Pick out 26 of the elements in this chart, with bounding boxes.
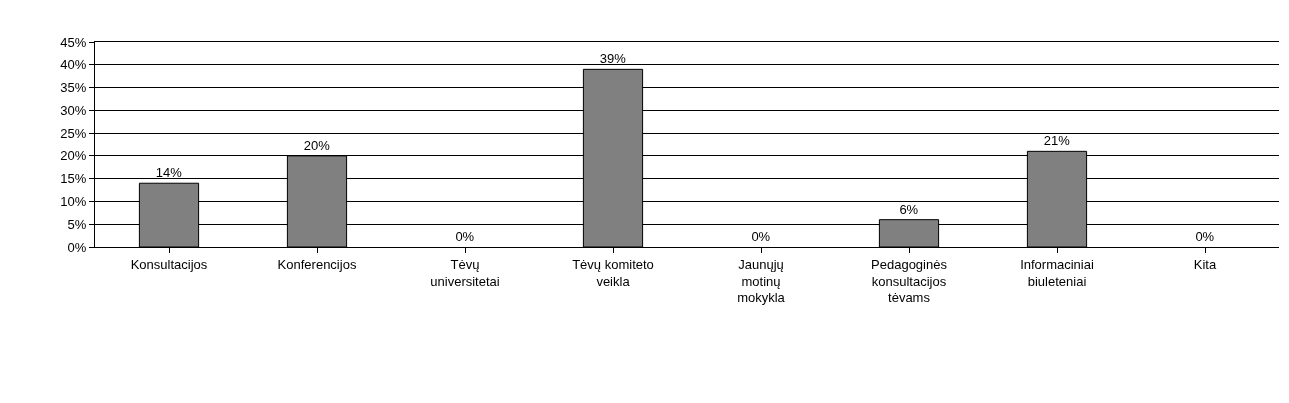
y-tick-label: 10%	[60, 193, 87, 209]
y-tick-label: 5%	[67, 216, 87, 232]
y-tick-label: 0%	[67, 239, 87, 255]
x-tick-label: Konferencijos	[277, 256, 357, 272]
data-label: 21%	[1043, 133, 1071, 149]
x-tick-label: Pedagoginės konsultacijos tėvams	[871, 256, 948, 306]
x-tick-label: Kita	[1193, 256, 1217, 272]
data-label: 20%	[303, 137, 331, 153]
y-tick-label: 45%	[60, 34, 87, 50]
x-tick-label: Jaunųjų motinų mokykla	[737, 256, 786, 306]
y-tick-label: 15%	[60, 171, 87, 187]
data-label: 6%	[899, 201, 919, 217]
x-tick-label: Tėvų komiteto veikla	[572, 256, 654, 289]
y-tick-label: 35%	[60, 80, 87, 96]
data-label: 39%	[599, 51, 627, 67]
x-tick-label: Informaciniai biuleteniai	[1020, 256, 1094, 289]
data-label: 0%	[455, 229, 475, 244]
data-label: 0%	[1195, 229, 1215, 244]
data-label: 14%	[155, 165, 183, 181]
data-label: 0%	[751, 229, 771, 244]
y-tick-label: 40%	[60, 57, 87, 73]
x-tick-label: Konsultacijos	[130, 256, 208, 272]
x-tick-label: Tėvų universitetai	[430, 256, 500, 289]
y-tick-label: 30%	[60, 102, 87, 118]
y-tick-label: 25%	[60, 125, 87, 141]
y-tick-label: 20%	[60, 148, 87, 164]
